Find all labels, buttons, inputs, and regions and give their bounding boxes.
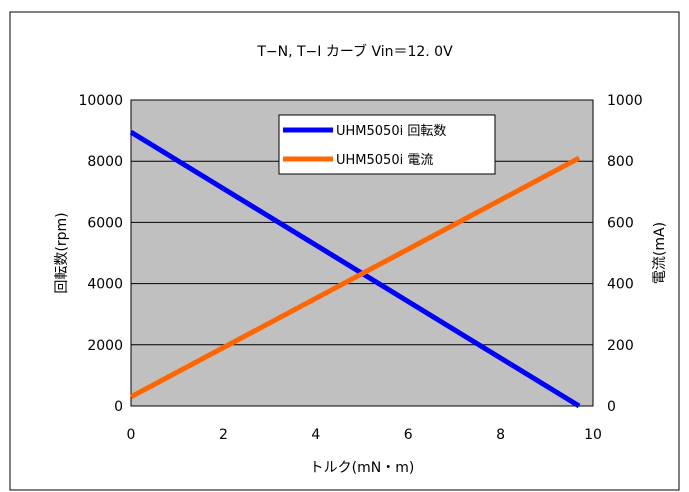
series-line-current [129,155,581,400]
y2-axis-label: 電流(mA) [652,222,668,284]
x-tick-label: 10 [584,427,602,443]
series-line-rotation [129,129,581,409]
x-tick-label: 8 [496,427,505,443]
y-tick-label: 4000 [87,277,123,293]
x-tick-label: 4 [311,427,320,443]
legend-box [278,114,496,175]
y-tick-label: 10000 [78,93,123,109]
series-layer [129,129,581,409]
x-axis-label: トルク(mN・m) [310,460,415,476]
tick-labels: 0200040006000800010000020040060080010000… [78,93,642,443]
y2-tick-label: 400 [607,277,634,293]
x-tick-label: 6 [404,427,413,443]
legend-label-rotation: UHM5050i 回転数 [336,124,446,139]
y2-tick-label: 0 [607,399,616,415]
y2-tick-label: 1000 [607,93,643,109]
y2-tick-label: 600 [607,215,634,231]
chart-title: T−N, T−I カーブ Vin＝12. 0V [256,43,453,60]
y-tick-label: 0 [114,399,123,415]
y2-tick-label: 800 [607,154,634,170]
y-tick-label: 2000 [87,338,123,354]
y-axis-label: 回転数(rpm) [54,212,70,293]
y2-tick-label: 200 [607,338,634,354]
legend-label-current: UHM5050i 電流 [336,153,433,168]
x-tick-label: 0 [127,427,136,443]
x-tick-label: 2 [219,427,228,443]
y-tick-label: 8000 [87,154,123,170]
y-tick-label: 6000 [87,215,123,231]
legend: UHM5050i 回転数 UHM5050i 電流 [278,114,496,175]
